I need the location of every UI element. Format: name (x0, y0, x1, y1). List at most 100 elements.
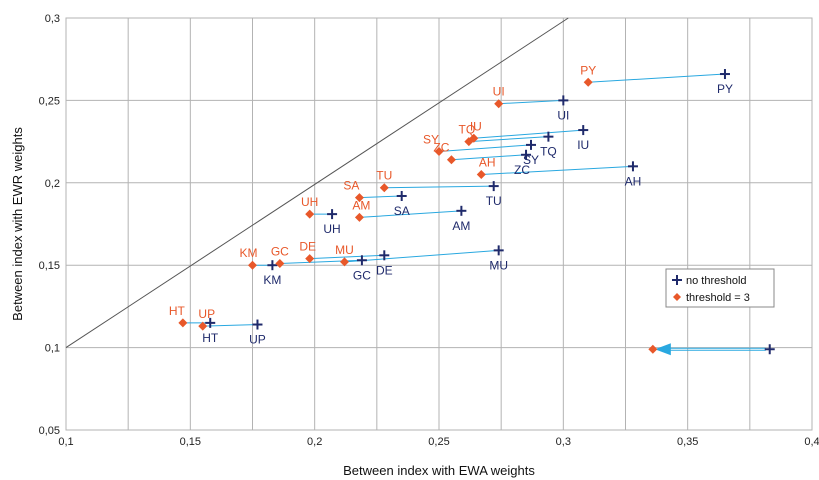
legend-cross-marker (672, 275, 682, 285)
label-no-threshold-tq: TQ (540, 145, 557, 159)
y-tick-label: 0,15 (39, 260, 60, 272)
label-no-threshold-ah: AH (625, 174, 642, 188)
label-threshold-ah: AH (479, 156, 496, 170)
marker-no-threshold-up (252, 319, 263, 330)
marker-no-threshold-tq (543, 131, 554, 142)
y-tick-label: 0,3 (45, 13, 60, 25)
marker-threshold-ui (494, 99, 504, 109)
marker-threshold-ah (476, 170, 486, 180)
legend-box (665, 268, 775, 308)
x-tick-label: 0,4 (804, 436, 819, 448)
marker-no-threshold-ah (627, 161, 638, 172)
arrow-start-cross-marker (764, 344, 775, 355)
marker-threshold-uh (305, 209, 315, 219)
marker-no-threshold-am (456, 205, 467, 216)
label-threshold-sy: SY (423, 132, 439, 146)
label-no-threshold-am: AM (452, 219, 470, 233)
marker-threshold-sy (434, 146, 444, 156)
marker-no-threshold-ht (205, 317, 216, 328)
label-no-threshold-de: DE (376, 263, 393, 277)
marker-threshold-sa (354, 193, 364, 203)
arrow-end-diamond-marker (648, 344, 658, 354)
marker-no-threshold-tu (488, 181, 499, 192)
label-threshold-tu: TU (376, 169, 392, 183)
legend-diamond-marker (673, 293, 681, 301)
label-threshold-tq: TQ (459, 123, 476, 137)
marker-threshold-am (354, 212, 364, 222)
label-no-threshold-gc: GC (353, 268, 371, 282)
y-tick-label: 0,25 (39, 95, 60, 107)
label-threshold-de: DE (299, 240, 316, 254)
marker-threshold-km (248, 260, 257, 270)
marker-threshold-gc (275, 259, 285, 269)
marker-no-threshold-zc (521, 149, 532, 160)
marker-threshold-tu (379, 183, 389, 193)
legend-label-no-threshold: no threshold (686, 275, 747, 287)
y-tick-label: 0,2 (45, 178, 60, 190)
legend: no threshold threshold = 3 (665, 268, 775, 308)
connector-gc (279, 259, 362, 265)
marker-threshold-py (583, 77, 593, 87)
connector-de (309, 254, 385, 260)
label-threshold-km: KM (240, 246, 258, 260)
data-markers (178, 69, 730, 331)
x-tick-label: 0,25 (428, 436, 449, 448)
marker-threshold-ht (178, 318, 188, 328)
label-threshold-ui: UI (493, 85, 505, 99)
x-tick-labels: 0,1 0,15 0,2 0,25 0,3 0,35 0,4 (58, 436, 819, 448)
label-threshold-py: PY (580, 63, 596, 77)
annotation-arrow (648, 343, 775, 356)
label-no-threshold-zc: ZC (514, 163, 530, 177)
label-threshold-am: AM (352, 198, 370, 212)
x-tick-label: 0,2 (307, 436, 322, 448)
x-axis-title: Between index with EWA weights (343, 463, 535, 478)
x-tick-label: 0,35 (677, 436, 698, 448)
diagonal-reference-line (65, 17, 569, 349)
marker-threshold-up (198, 321, 208, 331)
label-no-threshold-sa: SA (394, 204, 410, 218)
connector-lines (182, 73, 725, 327)
connector-py (588, 73, 725, 83)
connector-zc (451, 154, 527, 161)
label-threshold-zc: ZC (433, 141, 449, 155)
connector-ui (498, 99, 564, 105)
connector-iu (473, 129, 584, 139)
label-threshold-uh: UH (301, 195, 318, 209)
connector-tq (468, 136, 549, 143)
label-threshold-iu: IU (470, 119, 482, 133)
connector-tu (384, 185, 494, 189)
y-tick-label: 0,05 (39, 425, 60, 437)
label-no-threshold-py: PY (717, 82, 733, 96)
diagonal-line (65, 17, 569, 349)
x-tick-label: 0,3 (556, 436, 571, 448)
marker-threshold-tq (464, 137, 474, 147)
marker-no-threshold-km (267, 260, 278, 271)
label-threshold-mu: MU (335, 243, 354, 257)
marker-no-threshold-iu (578, 125, 589, 136)
label-no-threshold-mu: MU (489, 258, 508, 272)
label-no-threshold-up: UP (249, 333, 266, 347)
connector-am (359, 210, 462, 218)
arrow-head (654, 343, 671, 356)
label-no-threshold-ht: HT (202, 331, 219, 345)
y-tick-labels: 0,05 0,1 0,15 0,2 0,25 0,3 (39, 13, 60, 437)
y-tick-label: 0,1 (45, 343, 60, 355)
x-tick-label: 0,15 (180, 436, 201, 448)
marker-no-threshold-mu (493, 245, 504, 256)
marker-threshold-mu (340, 257, 350, 267)
marker-no-threshold-ui (558, 95, 569, 106)
grid-lines (66, 18, 812, 430)
label-threshold-sa: SA (343, 179, 359, 193)
connector-sy (438, 144, 532, 152)
marker-no-threshold-gc (356, 255, 367, 266)
marker-threshold-de (305, 254, 315, 264)
label-threshold-ht: HT (169, 304, 186, 318)
marker-no-threshold-sy (526, 139, 537, 150)
y-axis-title: Between index with EWR weights (10, 127, 25, 321)
label-no-threshold-tu: TU (486, 194, 502, 208)
label-no-threshold-iu: IU (577, 138, 589, 152)
label-no-threshold-uh: UH (323, 222, 340, 236)
legend-label-threshold: threshold = 3 (686, 292, 750, 304)
